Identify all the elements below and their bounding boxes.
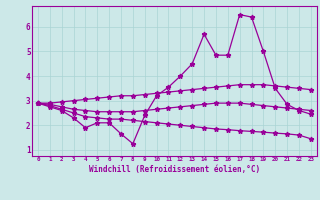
X-axis label: Windchill (Refroidissement éolien,°C): Windchill (Refroidissement éolien,°C): [89, 165, 260, 174]
